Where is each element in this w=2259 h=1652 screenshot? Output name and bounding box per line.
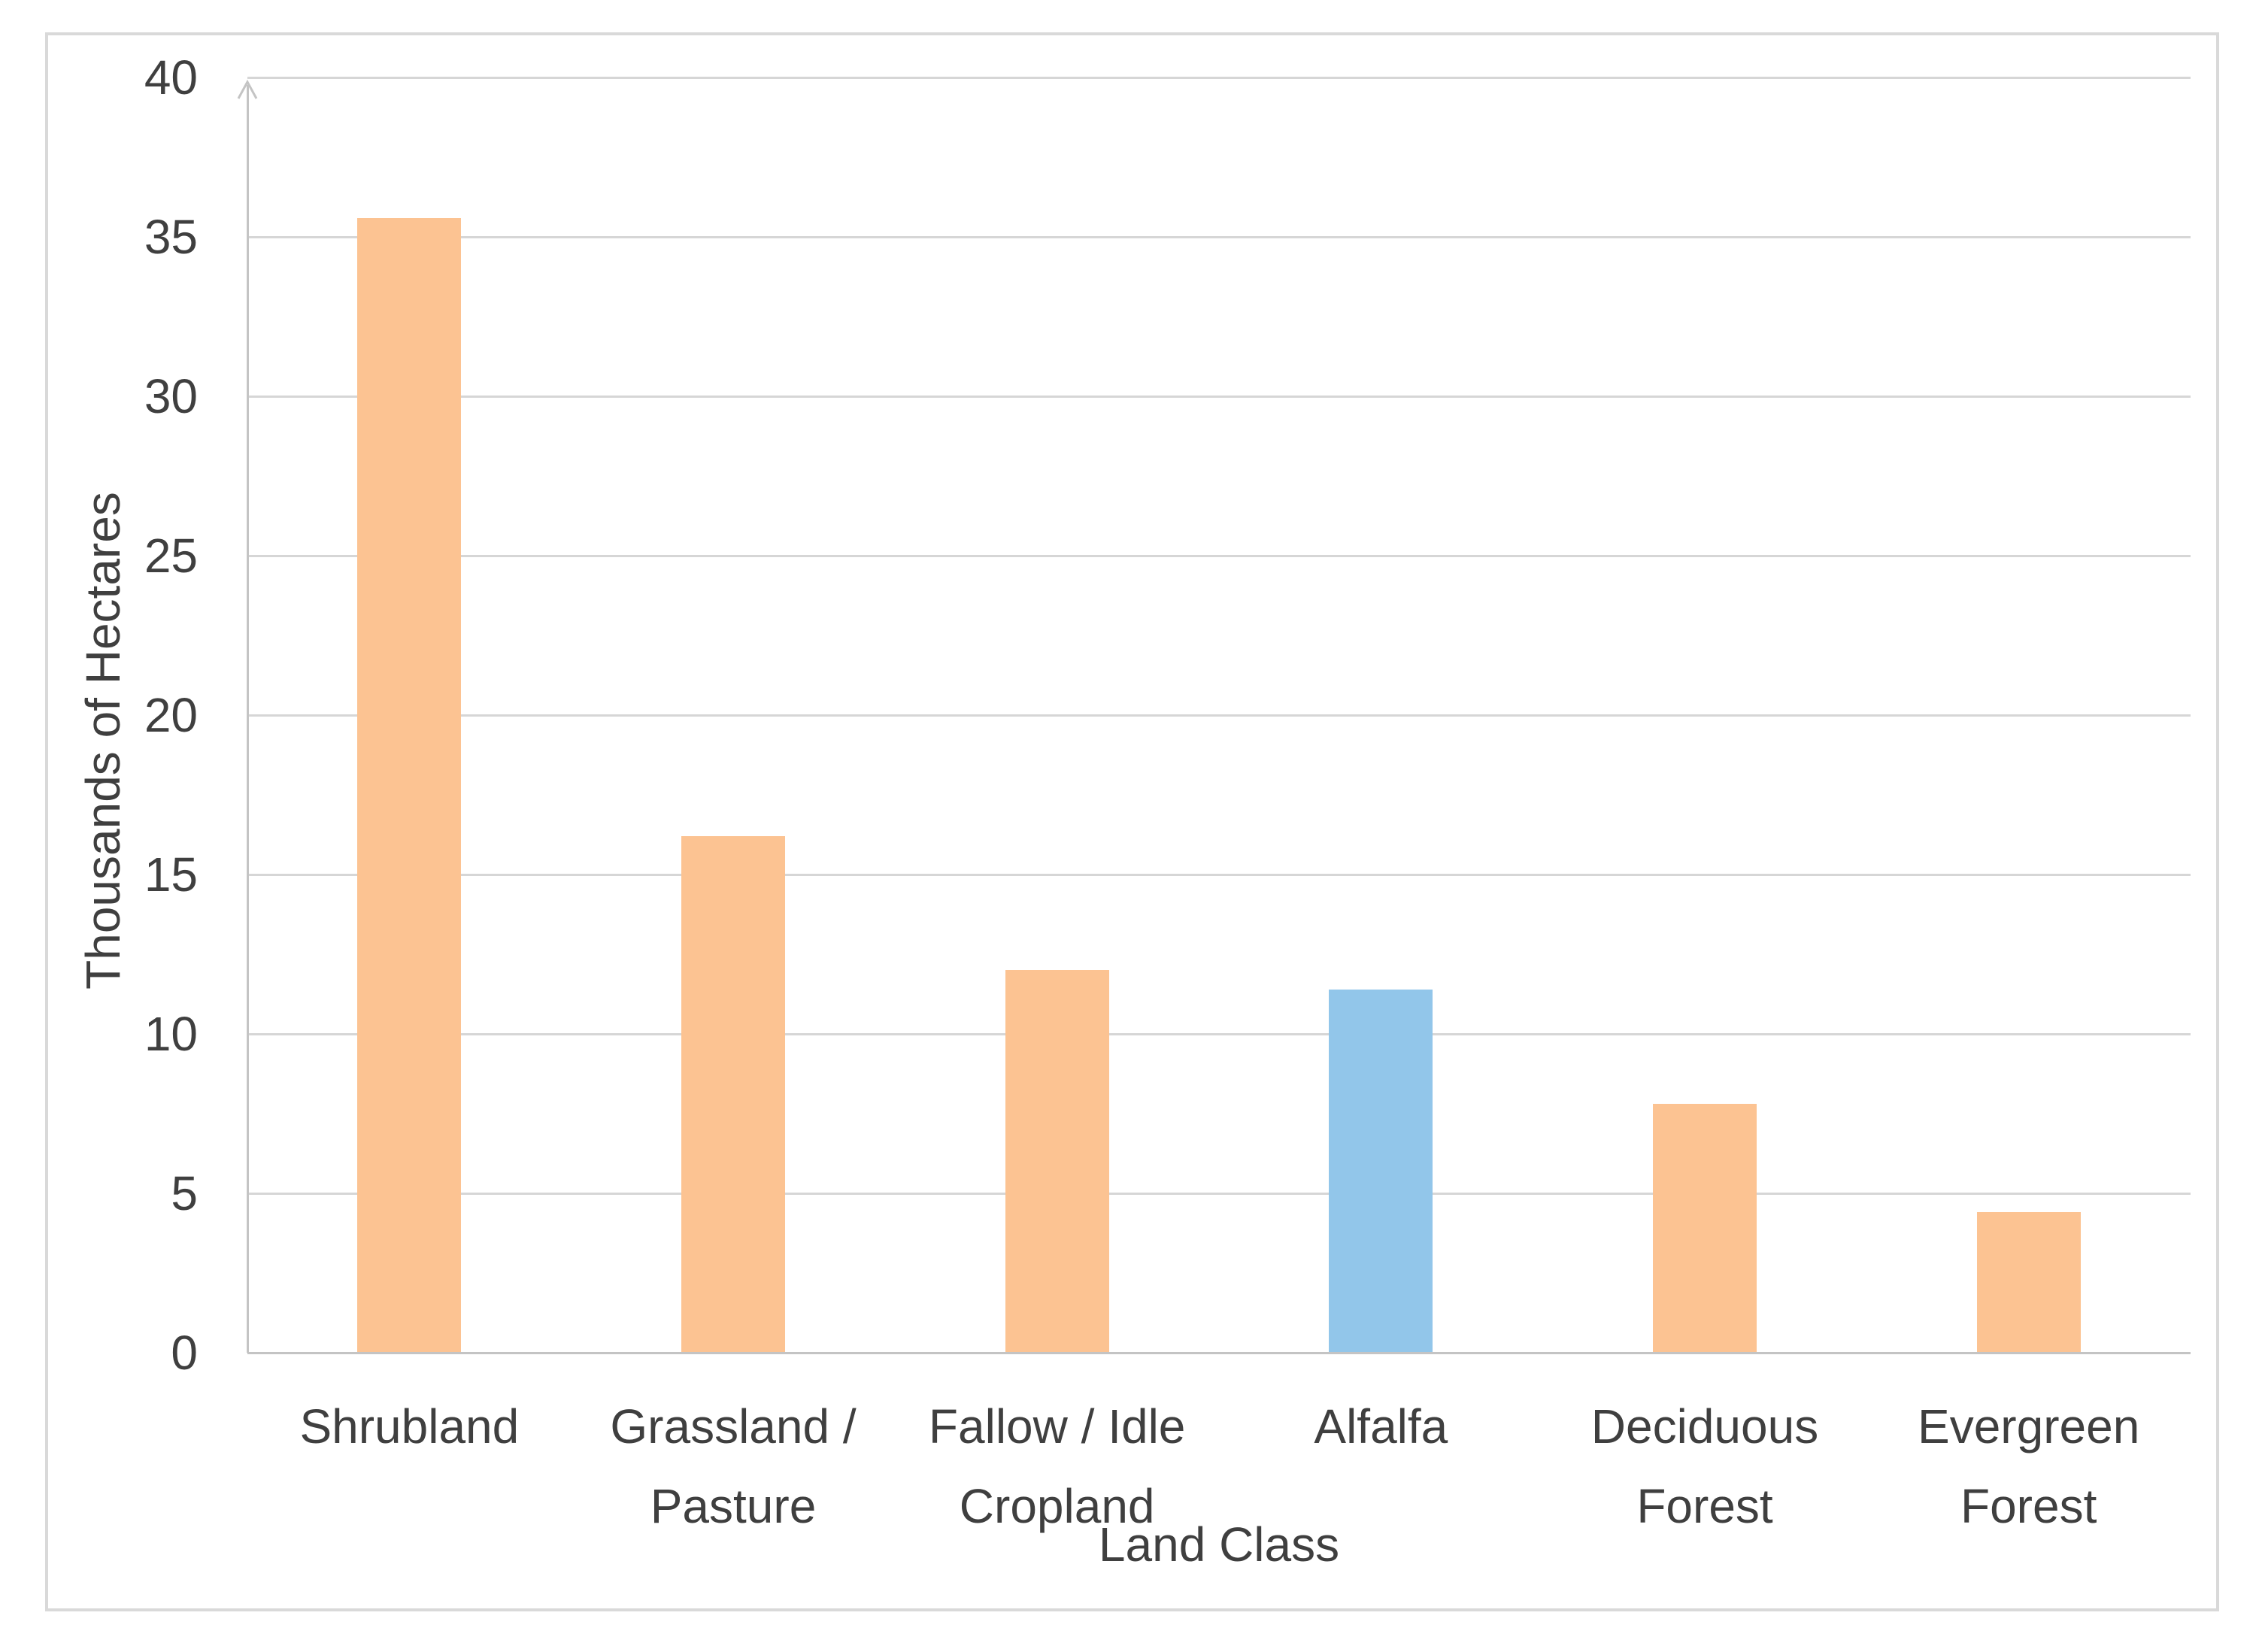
y-tick-label-40: 40 (144, 50, 198, 105)
y-tick-label-20: 20 (144, 688, 198, 742)
x-axis-line (247, 1352, 2191, 1354)
x-category-label-deciduous-forest: Deciduous Forest (1590, 1399, 1819, 1533)
gridline-y-25 (247, 555, 2191, 557)
y-axis-line (247, 85, 249, 1353)
x-axis-title: Land Class (1098, 1517, 1340, 1572)
y-tick-label-15: 15 (144, 847, 198, 902)
gridline-y-5 (247, 1193, 2191, 1195)
y-tick-label-0: 0 (171, 1326, 198, 1380)
y-tick-label-35: 35 (144, 210, 198, 264)
y-axis-title: Thousands of Hectares (76, 492, 130, 990)
bar-grassland-pasture (681, 836, 785, 1353)
gridline-y-20 (247, 714, 2191, 717)
bar-deciduous-forest (1653, 1104, 1757, 1353)
y-tick-label-30: 30 (144, 369, 198, 423)
x-category-label-evergreen-forest: Evergreen Forest (1918, 1399, 2140, 1533)
bar-alfalfa (1329, 989, 1433, 1353)
gridline-y-30 (247, 396, 2191, 398)
y-tick-label-5: 5 (171, 1166, 198, 1220)
gridline-y-35 (247, 236, 2191, 238)
gridline-y-15 (247, 874, 2191, 876)
y-tick-label-25: 25 (144, 529, 198, 583)
y-tick-label-10: 10 (144, 1007, 198, 1061)
bar-shrubland (357, 217, 462, 1353)
x-category-label-shrubland: Shrubland (299, 1399, 520, 1453)
bar-evergreen-forest (1976, 1212, 2081, 1353)
gridline-y-40 (247, 77, 2191, 79)
bar-fallow-idle-cropland (1005, 970, 1109, 1353)
x-category-label-alfalfa: Alfalfa (1314, 1399, 1448, 1453)
x-category-label-grassland-pasture: Grassland / Pasture (610, 1399, 857, 1533)
y-axis-arrowhead-icon (237, 79, 258, 99)
x-category-label-fallow-idle-cropland: Fallow / Idle Cropland (928, 1399, 1186, 1533)
gridline-y-10 (247, 1033, 2191, 1035)
